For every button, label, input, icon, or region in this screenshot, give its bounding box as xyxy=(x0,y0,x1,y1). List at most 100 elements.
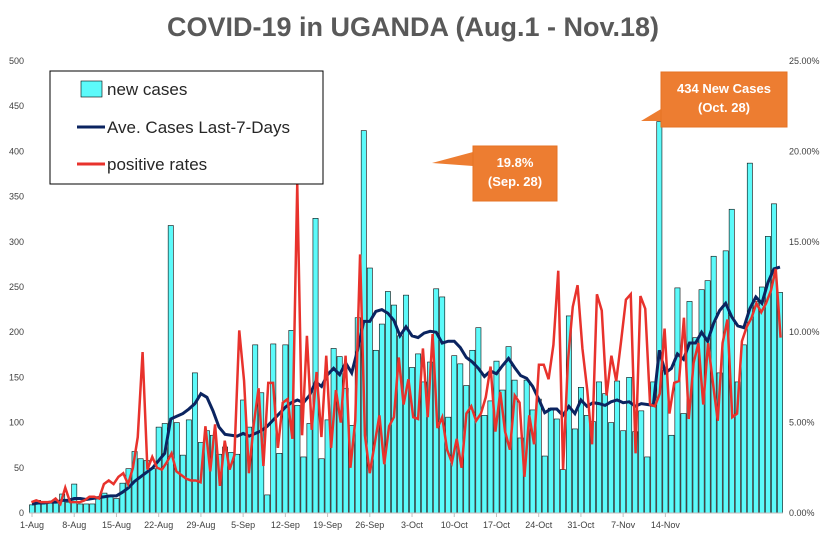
bar xyxy=(602,393,608,514)
legend-label: Ave. Cases Last-7-Days xyxy=(107,118,290,137)
legend-swatch-new-cases xyxy=(80,80,103,98)
legend-label: positive rates xyxy=(107,155,207,174)
y2-tick-label: 10.00% xyxy=(789,327,820,337)
bar xyxy=(167,225,174,514)
bar xyxy=(541,455,548,514)
callout-line1: 434 New Cases xyxy=(677,81,771,96)
chart-title: COVID-19 in UGANDA (Aug.1 - Nov.18) xyxy=(167,12,659,42)
callout-box xyxy=(660,71,788,128)
bar xyxy=(758,286,765,514)
y-axis-right: 0.00% 5.00% 10.00% 15.00% 20.00% 25.00% xyxy=(789,56,820,518)
bar xyxy=(264,494,271,514)
bar xyxy=(469,349,476,514)
y-tick-label: 0 xyxy=(19,508,24,518)
x-tick-label: 17-Oct xyxy=(483,520,511,530)
bar xyxy=(493,360,500,514)
bar xyxy=(276,453,283,514)
bar xyxy=(596,381,602,514)
x-tick-label: 3-Oct xyxy=(401,520,424,530)
bar xyxy=(668,434,675,514)
callout: 434 New Cases (Oct. 28) xyxy=(641,71,788,128)
callout: 19.8% (Sep. 28) xyxy=(432,145,558,202)
x-tick-label: 19-Sep xyxy=(313,520,342,530)
bar xyxy=(77,503,84,514)
x-tick-label: 26-Sep xyxy=(355,520,384,530)
y-tick-label: 50 xyxy=(14,463,24,473)
y-tick-label: 250 xyxy=(9,282,24,292)
bar xyxy=(179,454,186,514)
bar xyxy=(366,267,373,514)
bar xyxy=(559,469,566,514)
bar xyxy=(481,415,488,514)
bar xyxy=(463,385,470,514)
bar xyxy=(385,291,391,514)
callout-line2: (Oct. 28) xyxy=(698,100,750,115)
bar xyxy=(704,280,711,514)
y2-tick-label: 25.00% xyxy=(789,56,820,66)
bar xyxy=(336,356,343,514)
x-axis: 1-Aug 8-Aug 15-Aug 22-Aug 29-Aug 5-Sep 12-Sep 1… xyxy=(20,513,680,530)
callout-line2: (Sep. 28) xyxy=(488,174,542,189)
y-tick-label: 450 xyxy=(9,101,24,111)
bar xyxy=(626,377,633,514)
x-tick-label: 22-Aug xyxy=(144,520,173,530)
y-tick-label: 150 xyxy=(9,372,24,382)
series-line-positive-rate xyxy=(30,183,782,507)
bar xyxy=(680,413,687,514)
x-tick-label: 5-Sep xyxy=(231,520,255,530)
y-tick-label: 400 xyxy=(9,146,24,156)
bar xyxy=(571,428,578,514)
bar xyxy=(107,494,114,514)
bar xyxy=(89,503,96,514)
y-tick-label: 300 xyxy=(9,237,24,247)
x-tick-label: 24-Oct xyxy=(525,520,553,530)
callouts: 434 New Cases (Oct. 28) 19.8% (Sep. 28) xyxy=(432,71,788,202)
bar xyxy=(47,502,54,514)
bar xyxy=(608,422,614,514)
bar xyxy=(29,504,35,514)
x-tick-label: 12-Sep xyxy=(271,520,300,530)
bar xyxy=(740,344,747,514)
bar xyxy=(547,407,554,514)
bar xyxy=(312,218,319,514)
x-tick-label: 7-Nov xyxy=(611,520,636,530)
bar xyxy=(137,458,144,514)
y2-tick-label: 5.00% xyxy=(789,418,815,428)
bar xyxy=(270,343,277,514)
bar xyxy=(771,203,777,514)
bar xyxy=(584,415,590,514)
y2-tick-label: 15.00% xyxy=(789,237,820,247)
bar xyxy=(65,501,72,514)
bar xyxy=(294,405,301,514)
bar xyxy=(644,456,651,514)
bar xyxy=(439,296,446,514)
bar xyxy=(445,416,452,514)
bar xyxy=(674,287,681,514)
bar xyxy=(318,458,325,514)
x-tick-label: 15-Aug xyxy=(102,520,131,530)
bar xyxy=(746,162,753,514)
y-axis-left: 0 50 100 150 200 250 300 350 400 450 500 xyxy=(9,56,24,518)
bar xyxy=(300,456,307,514)
bar xyxy=(113,498,120,514)
bar xyxy=(752,301,759,514)
bar xyxy=(234,453,240,514)
bar xyxy=(306,423,313,514)
bar xyxy=(185,419,192,514)
y2-tick-label: 0.00% xyxy=(789,508,815,518)
bar xyxy=(451,355,458,514)
legend-label: new cases xyxy=(107,80,187,99)
x-tick-label: 8-Aug xyxy=(62,520,86,530)
bar xyxy=(83,503,90,514)
x-tick-label: 1-Aug xyxy=(20,520,44,530)
bar xyxy=(553,418,560,514)
y-tick-label: 500 xyxy=(9,56,24,66)
y-tick-label: 100 xyxy=(9,418,24,428)
callout-line1: 19.8% xyxy=(497,155,534,170)
bar xyxy=(53,502,60,514)
bar xyxy=(191,372,198,514)
callout-pointer xyxy=(641,109,661,121)
bar xyxy=(487,400,494,514)
x-tick-label: 14-Nov xyxy=(651,520,681,530)
